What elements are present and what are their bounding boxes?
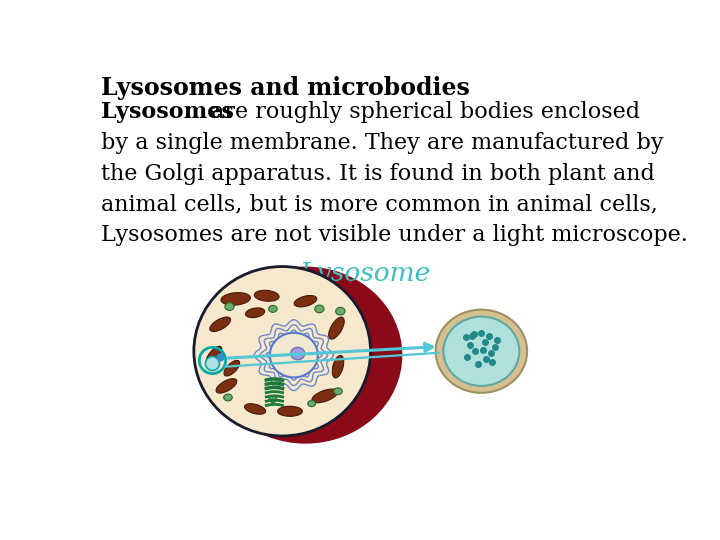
- Ellipse shape: [312, 389, 338, 403]
- Circle shape: [205, 356, 220, 370]
- Ellipse shape: [194, 267, 371, 436]
- Ellipse shape: [269, 306, 277, 312]
- Ellipse shape: [315, 305, 324, 313]
- Ellipse shape: [210, 317, 230, 332]
- Text: by a single membrane. They are manufactured by: by a single membrane. They are manufactu…: [101, 132, 663, 154]
- Ellipse shape: [277, 406, 302, 416]
- Text: the Golgi apparatus. It is found in both plant and: the Golgi apparatus. It is found in both…: [101, 163, 654, 185]
- Ellipse shape: [336, 307, 345, 315]
- Ellipse shape: [269, 395, 276, 402]
- Ellipse shape: [245, 404, 266, 414]
- Ellipse shape: [209, 267, 402, 444]
- Ellipse shape: [334, 388, 342, 395]
- Ellipse shape: [436, 309, 527, 393]
- Ellipse shape: [328, 317, 344, 339]
- Ellipse shape: [291, 347, 305, 360]
- Text: are roughly spherical bodies enclosed: are roughly spherical bodies enclosed: [204, 101, 640, 123]
- Ellipse shape: [332, 355, 343, 378]
- Text: Lysosome: Lysosome: [300, 261, 431, 286]
- Text: Lysosomes are not visible under a light microscope.: Lysosomes are not visible under a light …: [101, 224, 688, 246]
- Ellipse shape: [254, 291, 279, 301]
- Ellipse shape: [206, 346, 222, 364]
- Text: animal cells, but is more common in animal cells,: animal cells, but is more common in anim…: [101, 193, 658, 215]
- Ellipse shape: [270, 333, 318, 377]
- Ellipse shape: [444, 316, 519, 386]
- Ellipse shape: [246, 308, 265, 318]
- Ellipse shape: [224, 394, 233, 401]
- Ellipse shape: [307, 401, 315, 407]
- Text: Lysosomes: Lysosomes: [101, 101, 234, 123]
- Ellipse shape: [224, 360, 240, 376]
- Ellipse shape: [221, 293, 251, 305]
- Ellipse shape: [294, 295, 317, 307]
- Ellipse shape: [216, 379, 237, 393]
- Ellipse shape: [225, 303, 234, 310]
- Text: Lysosomes and microbodies: Lysosomes and microbodies: [101, 76, 469, 99]
